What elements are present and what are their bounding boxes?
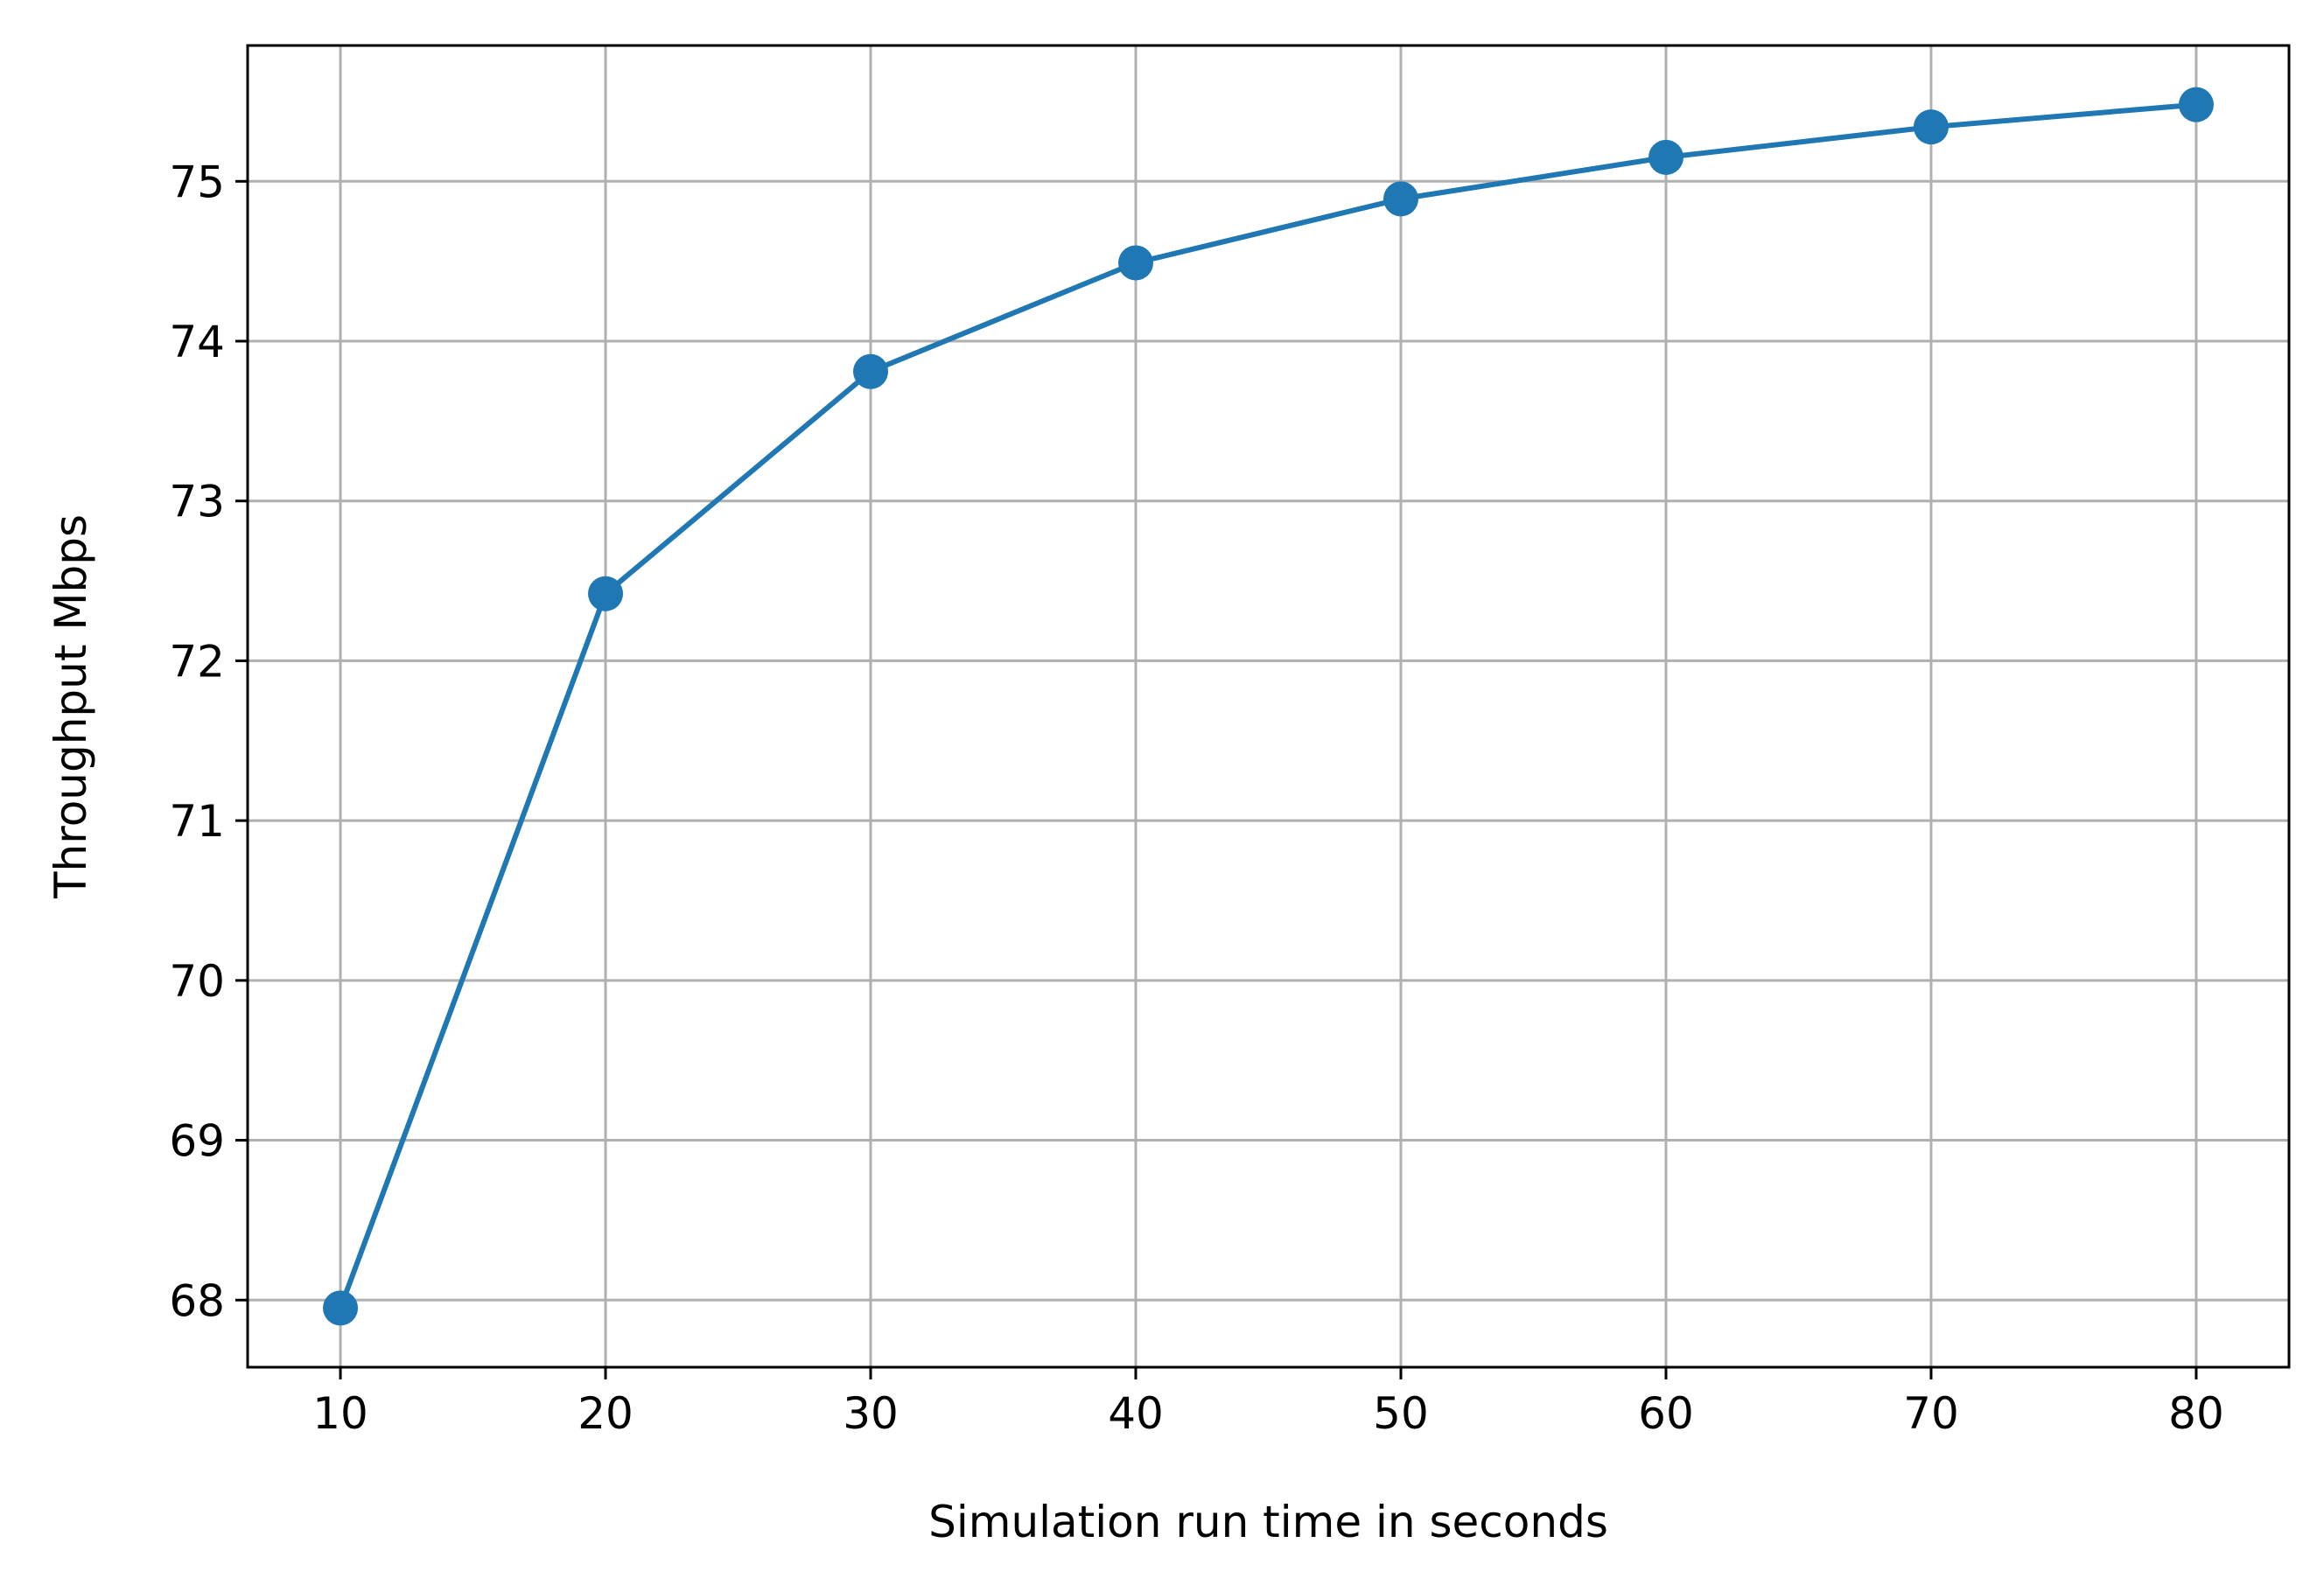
data-point <box>323 1290 359 1326</box>
data-point <box>1648 139 1684 175</box>
plot-frame <box>246 44 2291 1369</box>
x-tick-label: 10 <box>312 1388 368 1439</box>
x-tick-label: 80 <box>2168 1388 2224 1439</box>
data-point <box>2178 87 2214 122</box>
data-point <box>588 576 624 611</box>
y-tick-label: 68 <box>169 1275 225 1326</box>
x-tick-label: 30 <box>843 1388 899 1439</box>
series-layer <box>323 87 2214 1326</box>
x-tick-label: 60 <box>1638 1388 1694 1439</box>
x-tick-label: 70 <box>1903 1388 1959 1439</box>
data-point <box>853 353 889 389</box>
y-tick-label: 69 <box>169 1116 225 1167</box>
y-axis-label: Throughput Mbps <box>46 514 96 899</box>
x-axis-label: Simulation run time in seconds <box>928 1497 1608 1547</box>
series-line <box>338 101 2197 1309</box>
y-tick-label: 70 <box>169 956 225 1007</box>
data-point <box>1118 245 1154 281</box>
x-tick-label: 50 <box>1373 1388 1429 1439</box>
y-tick-label: 73 <box>169 477 225 527</box>
tick-layer: 10 20 30 40 50 60 70 80 68 69 70 71 72 73 74 75 <box>169 157 2223 1439</box>
y-tick-label: 74 <box>169 317 225 367</box>
data-point <box>1382 181 1418 217</box>
y-tick-label: 72 <box>169 636 225 687</box>
grid-lines <box>248 45 2289 1367</box>
x-tick-label: 20 <box>578 1388 634 1439</box>
y-tick-label: 71 <box>169 796 225 847</box>
x-tick-label: 40 <box>1108 1388 1164 1439</box>
y-tick-label: 75 <box>169 157 225 207</box>
data-point <box>1913 109 1949 145</box>
